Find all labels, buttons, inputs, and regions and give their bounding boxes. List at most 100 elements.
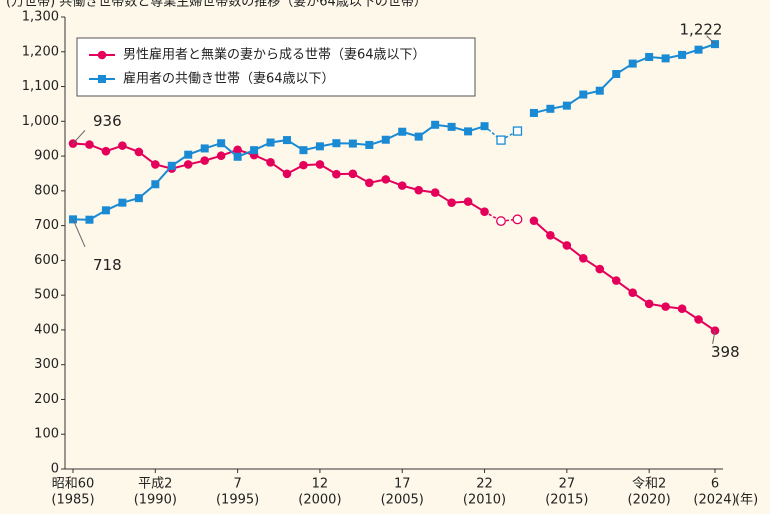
marker xyxy=(381,135,390,144)
chart-title: (万世帯) 共働き世帯数と専業主婦世帯数の推移（妻が64歳以下の世帯） xyxy=(6,0,427,10)
y-tick-label: 1,100 xyxy=(22,79,59,94)
x-tick-label: 昭和60 xyxy=(52,477,95,492)
marker xyxy=(266,158,275,167)
marker xyxy=(480,122,489,131)
marker xyxy=(414,132,423,141)
x-tick-label: (2020) xyxy=(628,493,671,508)
marker xyxy=(644,299,654,309)
x-tick-label: (2010) xyxy=(463,493,506,508)
marker xyxy=(529,108,538,117)
marker xyxy=(678,50,687,59)
y-tick-label: 1,000 xyxy=(22,114,59,129)
marker xyxy=(447,198,456,207)
marker xyxy=(85,215,94,224)
marker xyxy=(464,127,473,136)
y-tick-label: 400 xyxy=(34,322,59,337)
marker xyxy=(365,140,374,149)
marker xyxy=(611,276,621,285)
annotation: 936 xyxy=(93,112,122,130)
series-line xyxy=(533,43,716,114)
marker xyxy=(332,169,341,179)
y-tick-label: 900 xyxy=(34,149,59,164)
series-line xyxy=(72,123,485,221)
x-tick-label: (1995) xyxy=(216,493,259,508)
x-tick-label: 7 xyxy=(233,477,241,492)
marker xyxy=(529,216,539,226)
marker xyxy=(480,207,489,217)
marker xyxy=(562,241,572,250)
x-tick-label: 22 xyxy=(476,477,493,492)
annotation: 1,222 xyxy=(680,21,723,39)
marker xyxy=(233,152,242,161)
marker xyxy=(496,135,506,145)
marker xyxy=(430,188,440,197)
marker xyxy=(463,197,473,206)
marker xyxy=(118,141,127,150)
marker xyxy=(397,181,407,190)
marker xyxy=(167,161,176,170)
marker xyxy=(694,45,703,54)
x-tick-label: 27 xyxy=(559,477,576,492)
marker xyxy=(496,216,506,227)
marker xyxy=(216,151,226,161)
marker xyxy=(628,288,637,298)
x-tick-label: 平成2 xyxy=(138,477,172,492)
marker xyxy=(101,206,110,215)
marker xyxy=(118,198,127,207)
marker xyxy=(661,302,670,311)
marker xyxy=(134,194,143,203)
marker xyxy=(348,169,358,179)
x-axis-unit: (年) xyxy=(735,493,758,508)
legend-label: 男性雇用者と無業の妻から成る世帯（妻64歳以下） xyxy=(123,47,426,63)
marker xyxy=(365,178,374,188)
x-tick-label: (1985) xyxy=(51,493,94,508)
marker xyxy=(512,126,523,136)
marker xyxy=(645,52,654,61)
marker xyxy=(381,175,391,184)
marker xyxy=(299,146,308,155)
marker xyxy=(85,140,94,149)
marker xyxy=(579,90,588,99)
marker xyxy=(414,185,423,195)
annotation: 718 xyxy=(93,256,122,274)
marker xyxy=(250,146,259,155)
x-tick-label: (2015) xyxy=(545,493,588,508)
x-tick-label: 令和2 xyxy=(632,477,666,492)
marker xyxy=(562,101,571,110)
marker xyxy=(579,253,588,263)
marker xyxy=(546,231,555,240)
marker xyxy=(101,146,111,156)
marker xyxy=(217,139,226,148)
marker xyxy=(184,150,193,159)
marker xyxy=(200,144,209,153)
marker xyxy=(283,136,291,145)
marker xyxy=(299,160,308,170)
marker xyxy=(546,104,555,113)
x-tick-label: 6 xyxy=(711,477,719,492)
marker xyxy=(315,160,325,169)
marker xyxy=(134,147,144,157)
y-tick-label: 100 xyxy=(34,427,59,442)
marker xyxy=(398,127,407,136)
x-tick-label: (1990) xyxy=(134,493,177,508)
y-tick-label: 1,200 xyxy=(22,44,59,59)
marker xyxy=(332,139,341,148)
annotation-leader xyxy=(706,35,716,45)
legend-marker xyxy=(98,75,106,83)
annotation-leader xyxy=(72,130,86,144)
series-line xyxy=(533,219,716,332)
marker xyxy=(512,214,523,225)
y-tick-label: 600 xyxy=(34,253,59,268)
y-tick-label: 1,300 xyxy=(22,10,59,25)
marker xyxy=(612,70,621,79)
marker xyxy=(151,180,160,189)
legend-marker xyxy=(97,50,107,60)
y-tick-label: 800 xyxy=(34,183,59,198)
marker xyxy=(282,169,292,179)
marker xyxy=(694,315,703,324)
series-line xyxy=(72,142,486,213)
annotation-leader xyxy=(712,330,716,344)
marker xyxy=(431,120,440,129)
marker xyxy=(677,304,687,314)
